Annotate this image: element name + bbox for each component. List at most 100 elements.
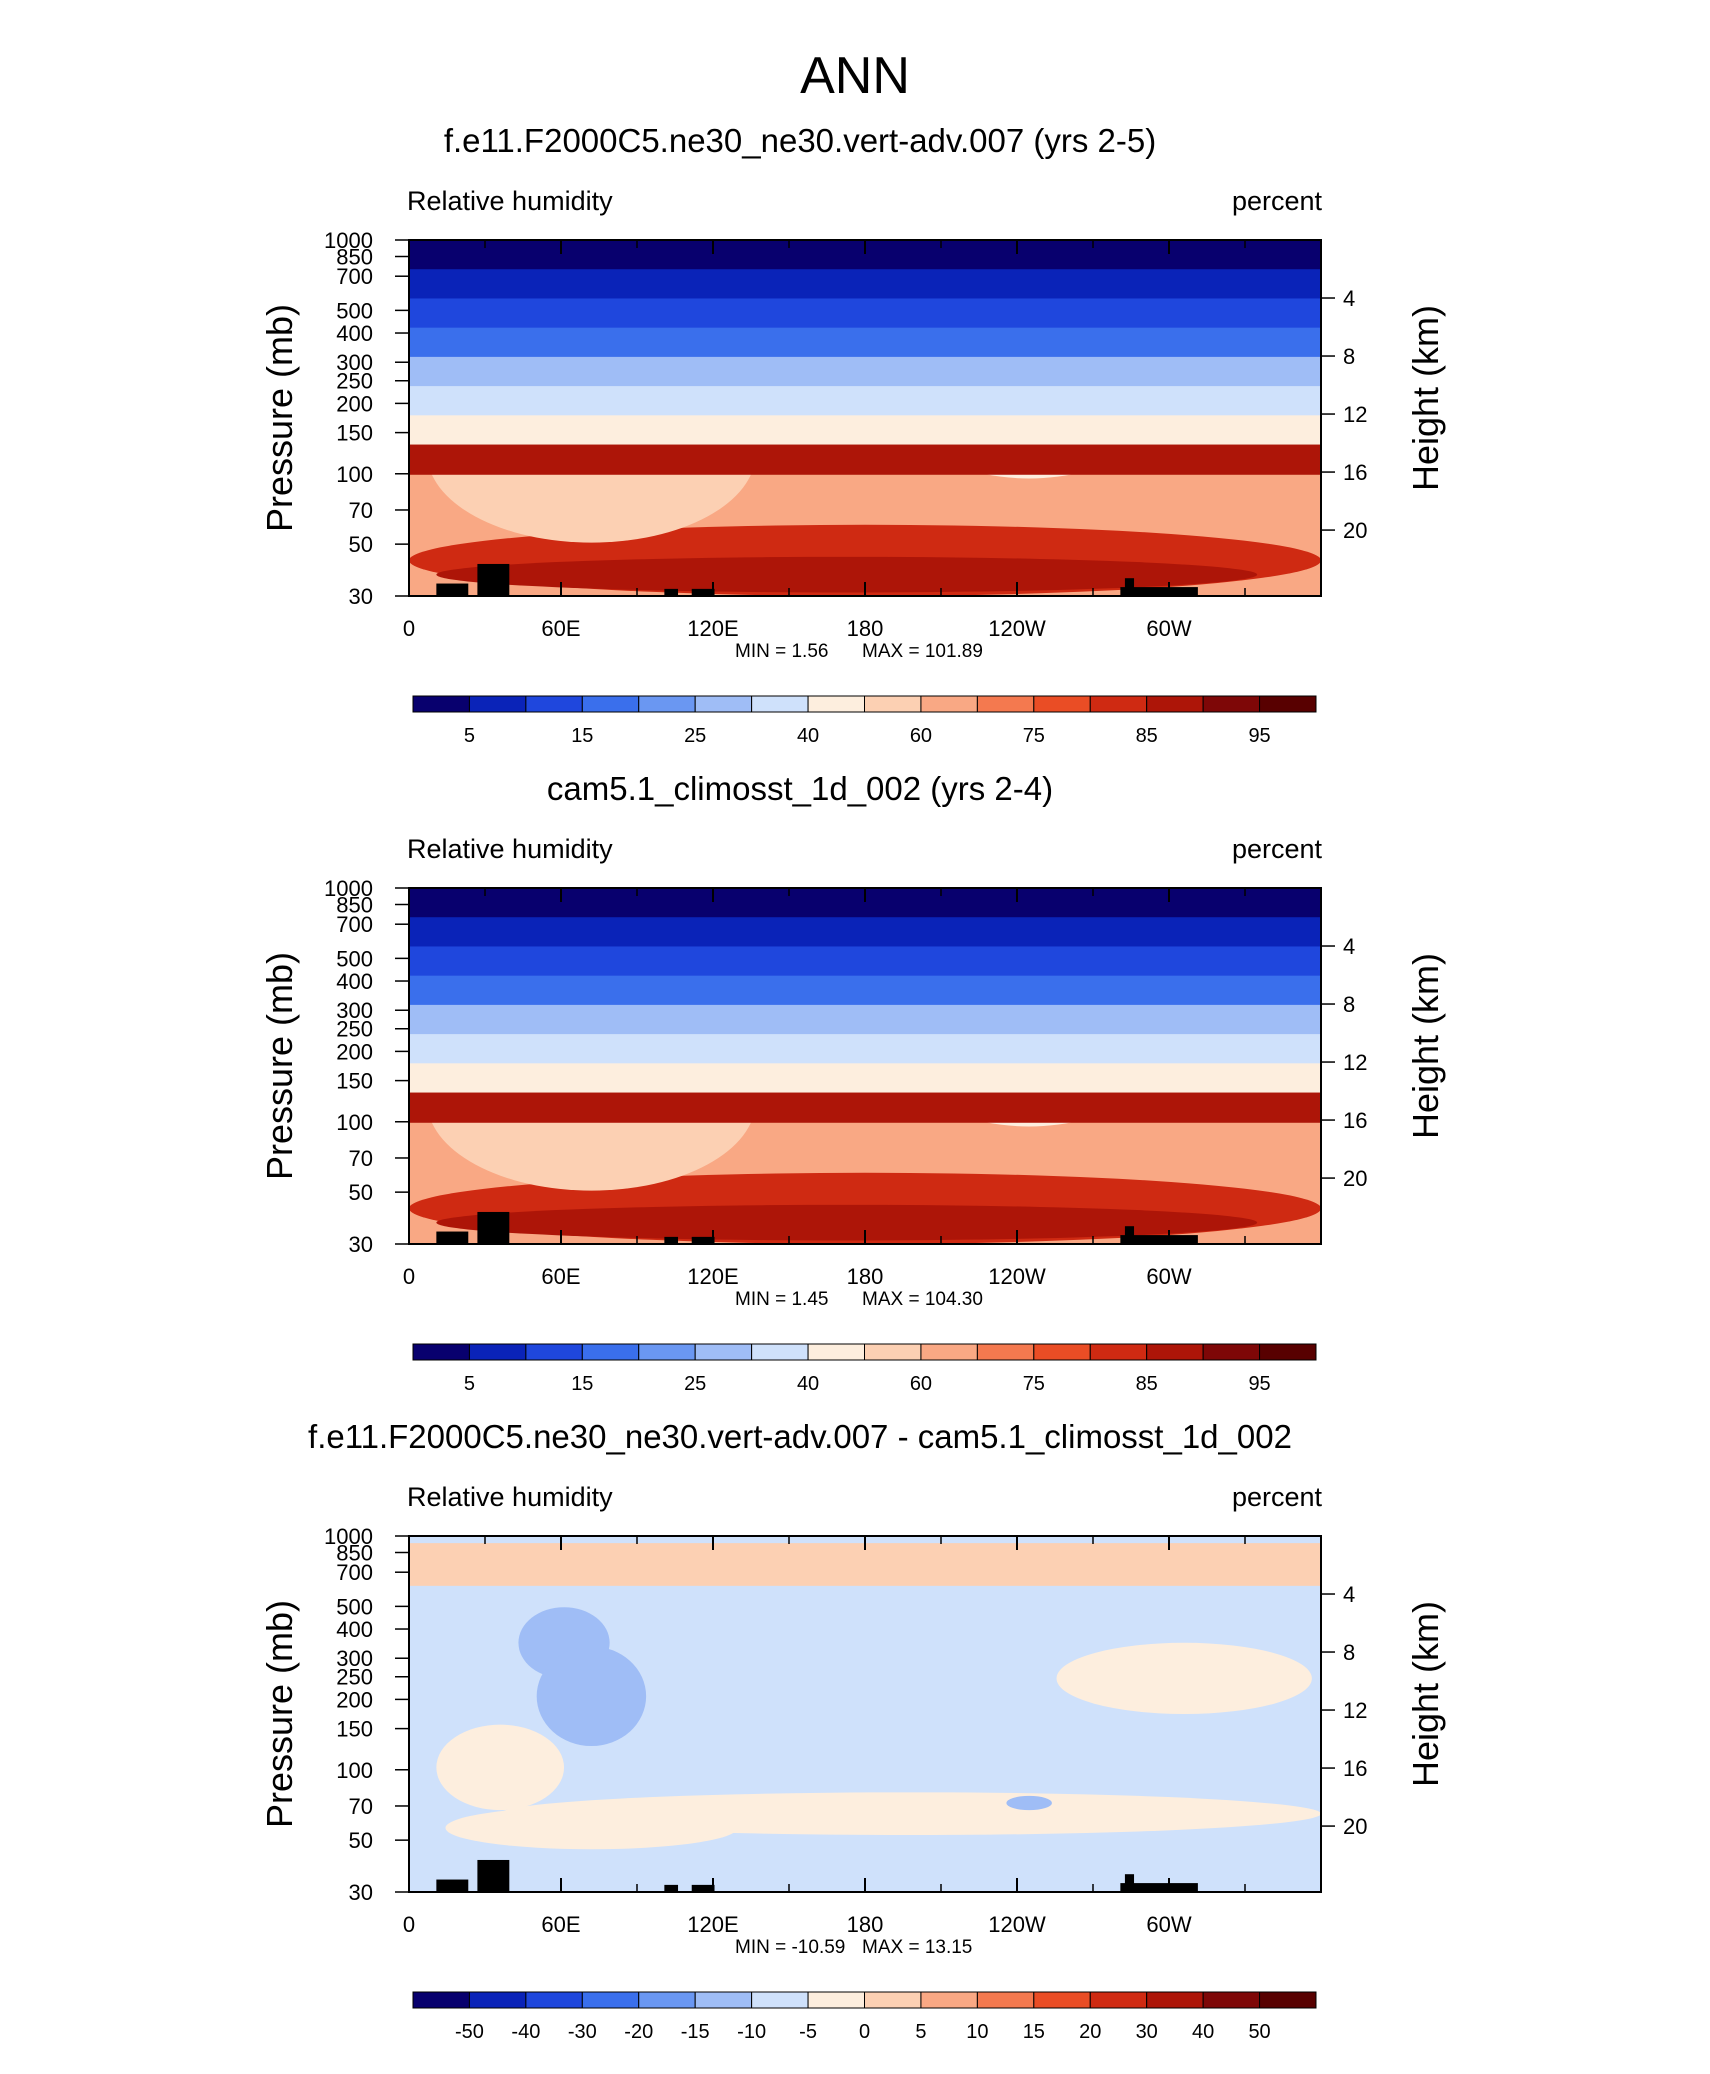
y-tick-label: 250 [336, 369, 373, 394]
height-tick-label: 4 [1343, 934, 1355, 959]
height-tick-label: 12 [1343, 1050, 1367, 1075]
colorbar-box [1033, 1991, 1091, 2009]
x-tick-label: 60W [1146, 616, 1191, 641]
field-region [536, 1646, 647, 1747]
right-label: percent [1232, 834, 1323, 864]
colorbar-box [694, 695, 753, 713]
panel-3: f.e11.F2000C5.ne30_ne30.vert-adv.007 - c… [259, 1418, 1446, 2043]
x-tick-label: 60E [541, 1264, 580, 1289]
field-region [409, 298, 1321, 329]
y-tick-label: 850 [336, 1540, 373, 1565]
y-tick-label: 100 [336, 462, 373, 487]
y-tick-label: 300 [336, 1646, 373, 1671]
field-region [409, 269, 1321, 300]
right-label: percent [1232, 186, 1323, 216]
topography [1124, 578, 1135, 596]
topography [691, 1884, 715, 1892]
topography [1124, 1874, 1135, 1892]
max-value: MAX = 13.15 [862, 1937, 972, 1958]
y-tick-label: 50 [349, 1828, 373, 1853]
field-region [1006, 1795, 1052, 1811]
topography [1120, 1235, 1198, 1244]
colorbar-label: 60 [910, 725, 932, 747]
left-label: Relative humidity [407, 186, 613, 216]
field-region [409, 1063, 1321, 1094]
y-tick-label: 150 [336, 1069, 373, 1094]
colorbar-box [864, 1991, 922, 2009]
colorbar-label: -50 [455, 2021, 484, 2043]
field-region [409, 1034, 1321, 1065]
colorbar-label: 95 [1248, 725, 1270, 747]
x-tick-label: 120W [988, 616, 1046, 641]
x-tick-label: 0 [403, 1912, 415, 1937]
y-tick-label: 50 [349, 532, 373, 557]
colorbar-label: 95 [1248, 1373, 1270, 1395]
topography [664, 1236, 679, 1244]
colorbar-box [807, 695, 865, 713]
colorbar-box [751, 695, 809, 713]
colorbar-box [807, 1343, 865, 1361]
field-region [409, 1092, 1321, 1123]
colorbar-box [468, 1991, 527, 2009]
colorbar-box [638, 1343, 696, 1361]
colorbar-label: 15 [571, 1373, 593, 1395]
topography [436, 583, 469, 596]
topography [477, 1211, 510, 1244]
field-region [409, 946, 1321, 977]
y-tick-label: 200 [336, 391, 373, 416]
colorbar-label: -10 [737, 2021, 766, 2043]
colorbar-label: -20 [624, 2021, 653, 2043]
y-tick-label: 500 [336, 298, 373, 323]
topography [436, 1879, 469, 1892]
colorbar-label: 60 [910, 1373, 932, 1395]
field-region [436, 556, 1258, 593]
y-tick-label: 100 [336, 1758, 373, 1783]
colorbar-label: 75 [1023, 725, 1045, 747]
topography [1124, 1226, 1135, 1244]
colorbar-box [1202, 1343, 1261, 1361]
y-tick-label: 200 [336, 1039, 373, 1064]
topography [664, 588, 679, 596]
x-tick-label: 60W [1146, 1912, 1191, 1937]
colorbar-label: -30 [568, 2021, 597, 2043]
colorbar-label: 50 [1248, 2021, 1270, 2043]
y-tick-label: 150 [336, 1717, 373, 1742]
height-tick-label: 8 [1343, 992, 1355, 1017]
colorbar-box [920, 1343, 978, 1361]
y-axis-label-right: Height (km) [1405, 953, 1446, 1139]
x-tick-label: 60W [1146, 1264, 1191, 1289]
contour-field [409, 888, 1321, 1244]
y-tick-label: 30 [349, 584, 373, 609]
figure-title: ANN [800, 47, 910, 105]
y-tick-label: 200 [336, 1687, 373, 1712]
colorbar-label: 5 [464, 1373, 475, 1395]
height-tick-label: 8 [1343, 344, 1355, 369]
panel-title: cam5.1_climosst_1d_002 (yrs 2-4) [547, 770, 1053, 807]
topography [477, 1859, 510, 1892]
colorbar-box [1259, 1991, 1317, 2009]
colorbar-label: 40 [797, 725, 819, 747]
y-tick-label: 100 [336, 1110, 373, 1135]
field-region [409, 1004, 1321, 1036]
y-axis-label-right: Height (km) [1405, 1601, 1446, 1787]
colorbar-box [1033, 695, 1091, 713]
field-region [436, 1724, 565, 1811]
field-region [409, 917, 1321, 948]
height-tick-label: 20 [1343, 518, 1367, 543]
colorbar-box [412, 1343, 470, 1361]
y-tick-label: 70 [349, 1146, 373, 1171]
y-tick-label: 700 [336, 1560, 373, 1585]
height-tick-label: 20 [1343, 1166, 1367, 1191]
field-region [409, 327, 1321, 358]
colorbar-box [1146, 1343, 1204, 1361]
colorbar-label: 10 [966, 2021, 988, 2043]
y-tick-label: 1000 [324, 228, 373, 253]
colorbar-box [1259, 1343, 1317, 1361]
colorbar-label: 0 [859, 2021, 870, 2043]
y-tick-label: 400 [336, 321, 373, 346]
colorbar-label: 5 [464, 725, 475, 747]
y-tick-label: 300 [336, 998, 373, 1023]
colorbar-box [694, 1991, 753, 2009]
colorbar-label: 15 [571, 725, 593, 747]
